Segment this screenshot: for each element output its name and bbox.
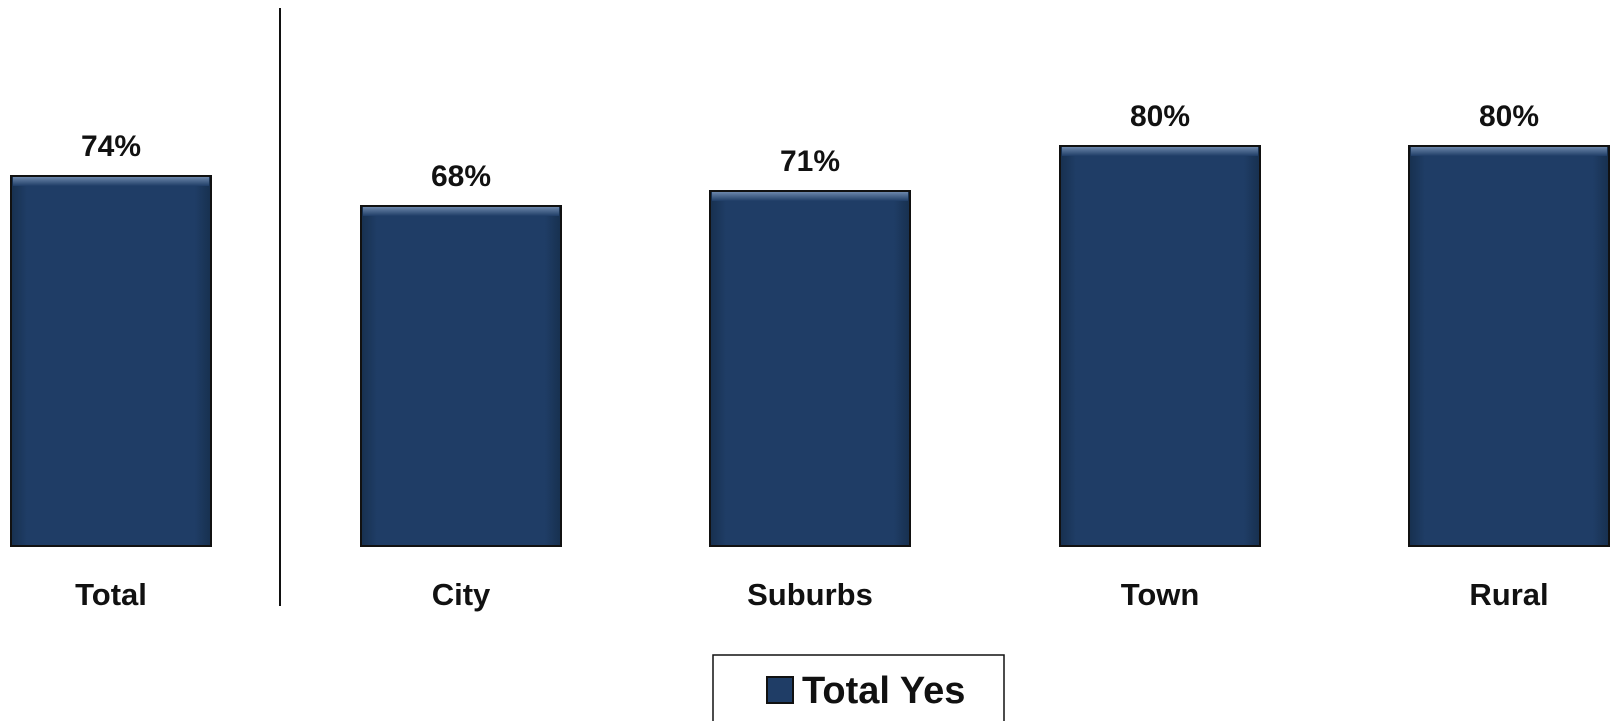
category-label-suburbs: Suburbs [747,577,873,612]
category-label-city: City [432,577,491,612]
data-label-city: 68% [431,160,491,193]
legend: Total Yes [712,654,1005,721]
data-label-total: 74% [81,130,141,163]
data-label-rural: 80% [1479,100,1539,133]
bar-total [10,175,212,547]
bar-rural [1408,145,1610,547]
bar-bevel-rural [1411,147,1607,156]
category-label-total: Total [75,577,147,612]
bars-layer [10,145,1610,547]
category-axis-labels: Total City Suburbs Town Rural [75,577,1549,612]
bar-bevel-total [13,177,209,186]
bar-town [1059,145,1261,547]
category-label-town: Town [1121,577,1200,612]
legend-swatch [766,676,794,704]
data-label-suburbs: 71% [780,145,840,178]
legend-box [712,654,1005,721]
bar-bevel-town [1062,147,1258,156]
legend-label: Total Yes [802,670,965,712]
bar-suburbs [709,190,911,547]
category-label-rural: Rural [1469,577,1548,612]
bar-city [360,205,562,547]
bar-bevel-city [363,207,559,216]
data-labels-layer: 74% 68% 71% 80% 80% [81,100,1539,193]
data-label-town: 80% [1130,100,1190,133]
bar-bevel-suburbs [712,192,908,201]
